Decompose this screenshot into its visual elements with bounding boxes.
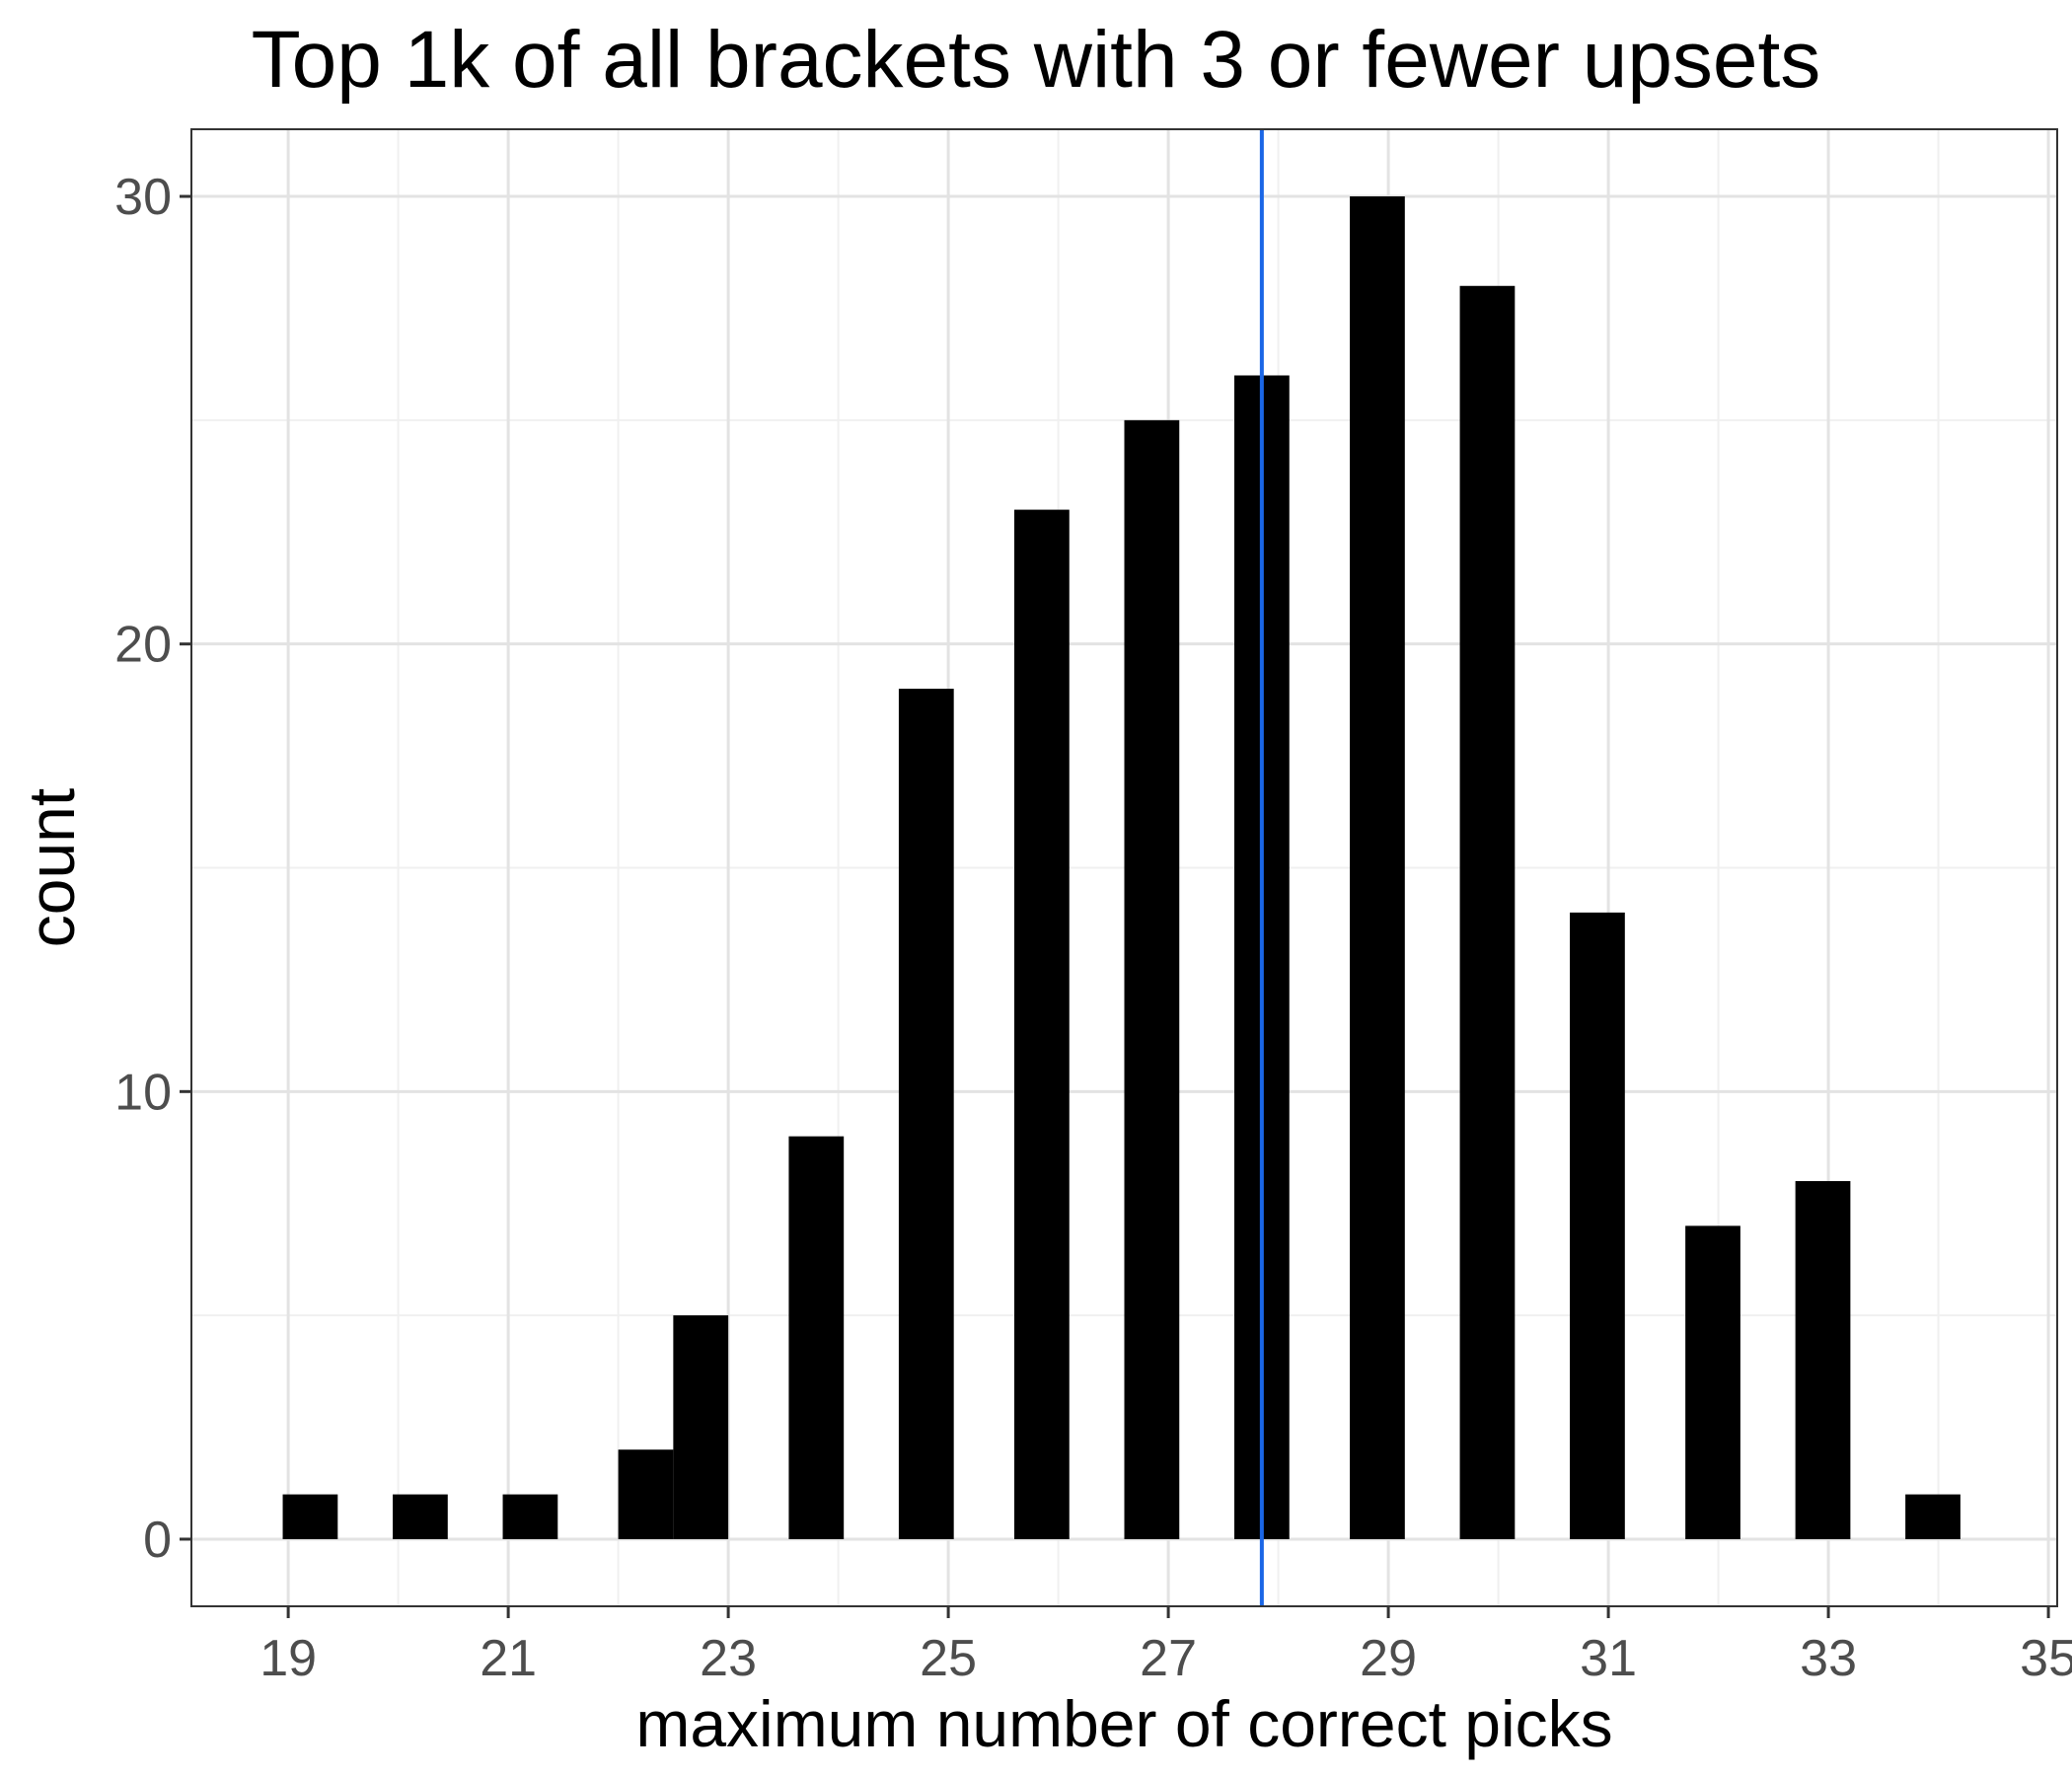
y-tick-label: 20 [114,617,172,674]
histogram-bar [282,1494,338,1539]
x-tick-label: 21 [480,1630,537,1687]
x-axis-title: maximum number of correct picks [635,1687,1612,1760]
x-tick-label: 25 [920,1630,977,1687]
histogram-bar [1459,285,1516,1539]
x-axis-ticks: 19 21 23 25 27 29 31 33 35 [259,1606,2072,1687]
histogram-bar [1350,196,1405,1539]
y-tick-label: 30 [114,169,172,226]
histogram-bar [393,1494,448,1539]
histogram-bar [673,1315,729,1539]
x-tick-label: 29 [1360,1630,1417,1687]
y-tick-label: 10 [114,1064,172,1121]
histogram-bar [1685,1225,1740,1539]
histogram-bar [1570,912,1625,1539]
x-tick-label: 27 [1140,1630,1197,1687]
x-tick-label: 31 [1580,1630,1637,1687]
y-axis-title: count [15,788,88,947]
histogram-bars [282,196,1961,1539]
x-tick-label: 35 [2020,1630,2072,1687]
histogram-bar [1795,1181,1851,1539]
x-tick-label: 23 [700,1630,757,1687]
y-axis-ticks: 0 10 20 30 [114,169,191,1569]
histogram-bar [1124,419,1180,1539]
y-tick-label: 0 [143,1512,172,1569]
histogram-bar [502,1494,558,1539]
chart-title: Top 1k of all brackets with 3 or fewer u… [251,15,1821,105]
x-tick-label: 33 [1800,1630,1857,1687]
histogram-bar [1014,509,1070,1539]
panel-border [190,128,2058,1607]
histogram-bar [618,1449,674,1539]
x-tick-label: 19 [259,1630,317,1687]
histogram-bar [898,689,954,1539]
histogram-bar [788,1136,845,1539]
histogram-bar [1905,1494,1961,1539]
